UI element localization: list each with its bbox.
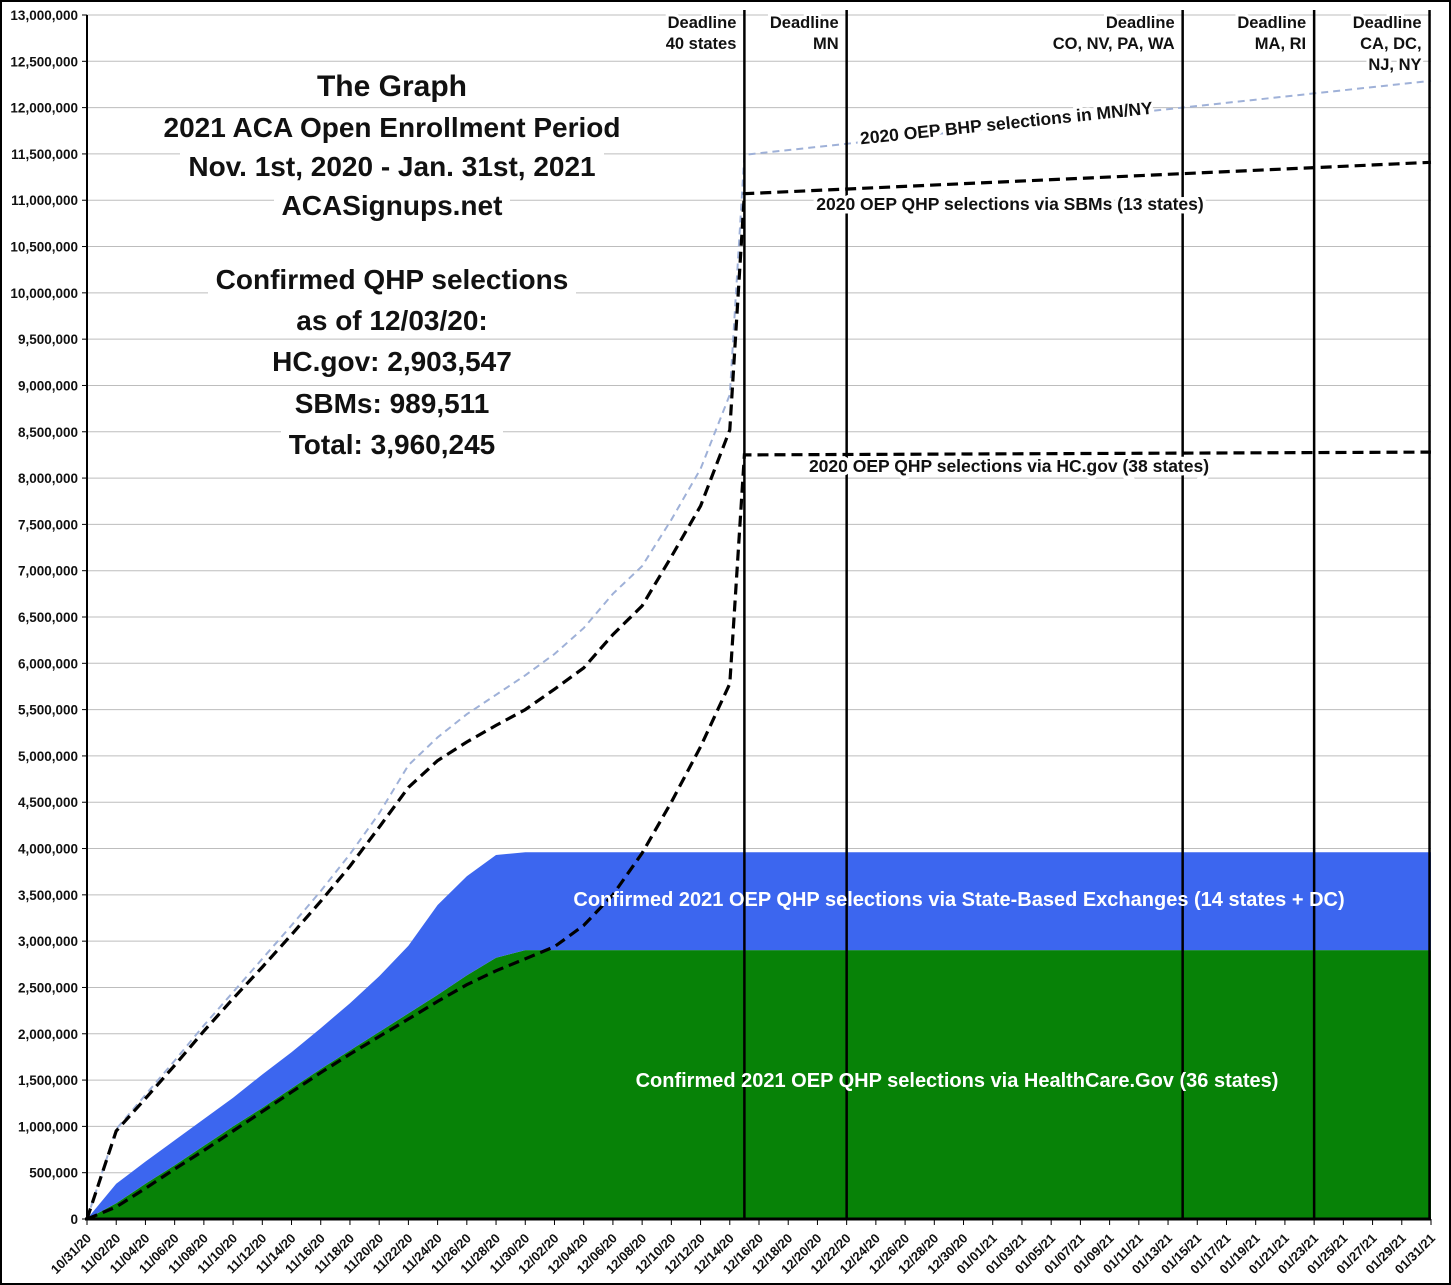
y-axis-label: 7,500,000 [18,517,78,532]
chart-title: The Graph [308,70,475,105]
y-axis-label: 5,500,000 [18,703,78,718]
y-axis-label: 3,500,000 [18,888,78,903]
stats-block: Confirmed QHP selections as of 12/03/20:… [102,264,682,461]
area-sbm-2021 [87,852,1431,1219]
y-axis-label: 4,000,000 [18,842,78,857]
y-axis-label: 3,000,000 [18,934,78,949]
line-sbm-2020 [85,160,1432,1220]
series-label-sbm_2020: 2020 OEP QHP selections via SBMs (13 sta… [816,194,1203,214]
chart-title-block: The Graph 2021 ACA Open Enrollment Perio… [102,70,682,223]
line-bhp-2020 [86,79,1432,1220]
y-axis-label: 8,500,000 [18,425,78,440]
deadline-label: Deadline [770,14,839,32]
chart-subtitle: 2021 ACA Open Enrollment Period [155,111,629,144]
y-axis-label: 13,000,000 [10,8,78,23]
deadline-label: CO, NV, PA, WA [1053,35,1175,53]
deadline-label: Deadline [668,14,737,32]
stats-asof: as of 12/03/20: [288,305,496,338]
deadline-label: CA, DC, [1360,35,1421,53]
site-name: ACASignups.net [273,189,511,223]
deadline-label: Deadline [1237,14,1306,32]
line-hcgov-2020 [86,450,1432,1221]
y-axis-label: 6,000,000 [18,656,78,671]
y-axis-label: 9,500,000 [18,332,78,347]
chart-date-range: Nov. 1st, 2020 - Jan. 31st, 2021 [180,150,604,183]
y-axis-label: 12,000,000 [10,101,78,116]
y-axis-label: 0 [70,1212,78,1227]
y-axis-label: 7,000,000 [18,564,78,579]
y-axis-label: 11,000,000 [11,193,78,208]
series-label-hcgov_2020: 2020 OEP QHP selections via HC.gov (38 s… [809,456,1209,476]
deadline-label: NJ, NY [1368,56,1421,74]
y-axis-label: 8,000,000 [18,471,78,486]
y-axis-label: 10,000,000 [10,286,78,301]
y-axis-label: 10,500,000 [10,240,78,255]
y-axis-label: 12,500,000 [10,54,78,69]
y-axis-label: 2,500,000 [18,980,78,995]
series-label-sbm_2021_total: Confirmed 2021 OEP QHP selections via St… [573,889,1344,911]
stats-heading: Confirmed QHP selections [207,264,577,297]
deadline-label: MA, RI [1255,35,1306,53]
stats-hcgov: HC.gov: 2,903,547 [264,346,520,379]
stats-total: Total: 3,960,245 [280,428,504,461]
y-axis-label: 11,500,000 [11,147,78,162]
y-axis-label: 1,500,000 [18,1073,78,1088]
area-hcgov-2021 [87,950,1431,1219]
y-axis-label: 5,000,000 [18,749,78,764]
y-axis-label: 500,000 [29,1166,78,1181]
y-axis-label: 4,500,000 [18,795,78,810]
deadline-label: Deadline [1106,14,1175,32]
deadline-label: Deadline [1353,14,1422,32]
y-axis-label: 6,500,000 [18,610,78,625]
deadline-label: 40 states [666,35,737,53]
deadline-label: MN [813,35,839,53]
y-axis-label: 9,000,000 [18,378,78,393]
series-label-bhp_2020: 2020 OEP BHP selections in MN/NY [859,98,1154,149]
stats-sbm: SBMs: 989,511 [286,387,498,420]
series-label-hcgov_2021: Confirmed 2021 OEP QHP selections via He… [636,1070,1279,1092]
y-axis-label: 2,000,000 [18,1027,78,1042]
y-axis-label: 1,000,000 [18,1119,78,1134]
